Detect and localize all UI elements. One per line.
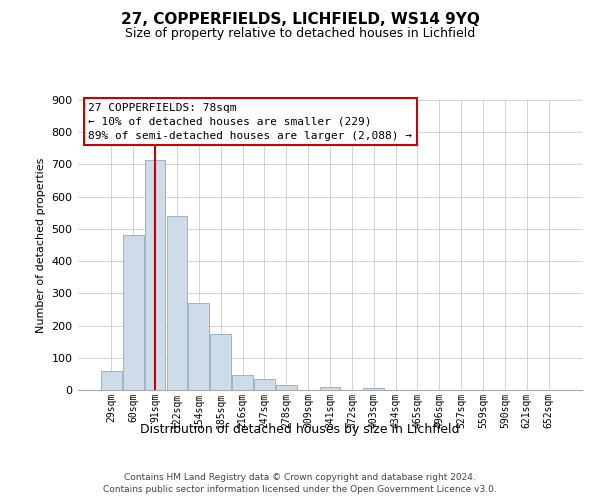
Bar <box>364 388 384 390</box>
Bar <box>320 388 340 390</box>
Bar <box>145 160 166 390</box>
Text: 27, COPPERFIELDS, LICHFIELD, WS14 9YQ: 27, COPPERFIELDS, LICHFIELD, WS14 9YQ <box>121 12 479 28</box>
Bar <box>254 380 275 390</box>
Text: Contains public sector information licensed under the Open Government Licence v3: Contains public sector information licen… <box>103 485 497 494</box>
Y-axis label: Number of detached properties: Number of detached properties <box>36 158 46 332</box>
Bar <box>210 334 231 390</box>
Bar <box>232 375 253 390</box>
Bar <box>167 216 187 390</box>
Bar <box>101 370 122 390</box>
Text: Distribution of detached houses by size in Lichfield: Distribution of detached houses by size … <box>140 422 460 436</box>
Text: Contains HM Land Registry data © Crown copyright and database right 2024.: Contains HM Land Registry data © Crown c… <box>124 472 476 482</box>
Text: Size of property relative to detached houses in Lichfield: Size of property relative to detached ho… <box>125 28 475 40</box>
Text: 27 COPPERFIELDS: 78sqm
← 10% of detached houses are smaller (229)
89% of semi-de: 27 COPPERFIELDS: 78sqm ← 10% of detached… <box>88 103 412 141</box>
Bar <box>188 303 209 390</box>
Bar <box>276 386 296 390</box>
Bar <box>123 236 143 390</box>
